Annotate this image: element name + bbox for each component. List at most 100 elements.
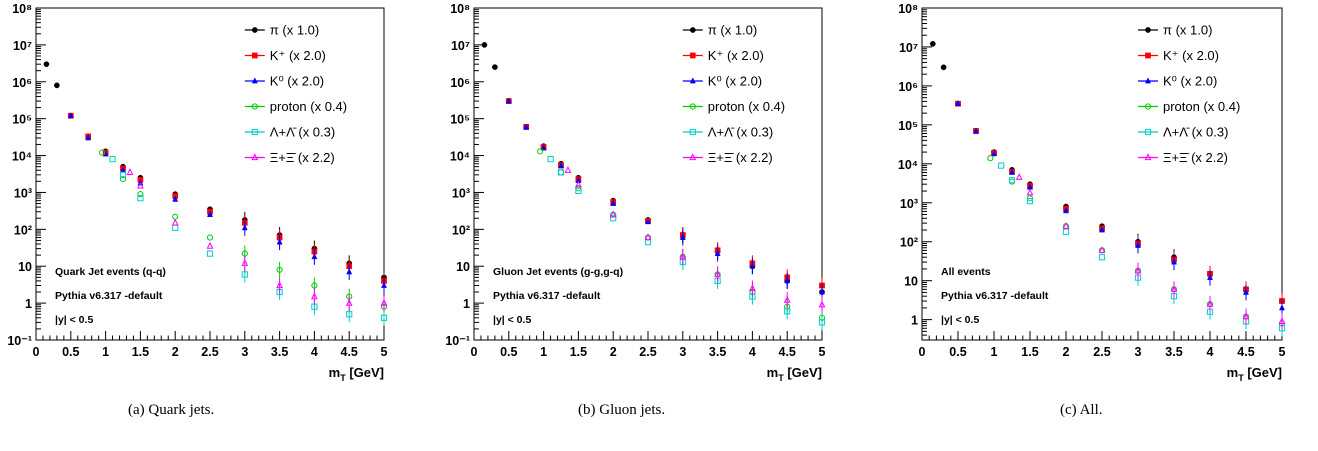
x-tick-label: 0 — [33, 345, 40, 359]
data-point — [380, 314, 388, 321]
data-point — [574, 180, 582, 188]
data-point — [241, 271, 248, 278]
data-point — [609, 210, 617, 218]
data-point — [714, 270, 722, 278]
legend-label: K⁰ (x 2.0) — [270, 74, 324, 89]
y-tick-label: 10⁴ — [898, 158, 918, 172]
data-point — [644, 233, 652, 241]
data-point — [1134, 241, 1142, 248]
series-k0 — [505, 97, 826, 301]
annotation-pythia-v6-317-default: Pythia v6.317 -default — [55, 290, 163, 302]
data-point — [537, 148, 544, 155]
x-tick-label: 4 — [311, 345, 318, 359]
legend-marker — [251, 77, 258, 84]
series-kplus — [955, 100, 1285, 310]
data-point — [1206, 273, 1214, 280]
data-point — [276, 266, 283, 273]
x-tick-label: 3.5 — [709, 345, 726, 359]
data-point — [1098, 254, 1106, 261]
x-tick-label: 3 — [679, 345, 686, 359]
data-point — [818, 288, 826, 295]
data-point — [1278, 317, 1286, 325]
data-point — [346, 311, 353, 318]
legend-label: K⁰ (x 2.0) — [1163, 74, 1217, 89]
chart-svg: 0 0.5 1 1.5 2 2.5 3 3.5 4 4.5 5 10⁻¹ 1 10 10² 10³ 10⁴ 10⁵… — [7, 2, 388, 383]
x-tick-label: 4.5 — [1237, 345, 1254, 359]
caption-gluon-jets: (b) Gluon jets. — [578, 402, 666, 418]
annotation-pythia-v6-317-default: Pythia v6.317 -default — [493, 290, 601, 302]
data-point — [1170, 258, 1178, 265]
data-point — [99, 149, 106, 156]
y-tick-label: 10⁶ — [898, 80, 918, 94]
legend-marker — [251, 128, 258, 136]
series-pi — [481, 42, 825, 301]
caption-quark-jets: (a) Quark jets. — [128, 402, 215, 418]
data-point — [311, 282, 318, 289]
legend-entry-xi: Ξ+Ξ̄ (x 2.2) — [244, 150, 335, 165]
data-point — [206, 250, 214, 257]
chart-svg: 0 0.5 1 1.5 2 2.5 3 3.5 4 4.5 5 1 10 10² 10³ 10⁴ 10⁵ 10⁶ 1… — [898, 2, 1286, 383]
y-tick-label: 1 — [463, 297, 470, 311]
legend-label: K⁺ (x 2.0) — [270, 48, 326, 63]
data-point — [172, 213, 179, 220]
data-point — [481, 42, 488, 48]
data-point — [172, 224, 179, 231]
legend-label: proton (x 0.4) — [270, 99, 347, 114]
legend-entry-proton: proton (x 0.4) — [682, 99, 785, 114]
x-tick-label: 3 — [1135, 345, 1142, 359]
data-point — [119, 171, 127, 178]
data-point — [126, 168, 134, 175]
data-point — [380, 298, 388, 306]
data-point — [610, 199, 617, 206]
chart-panel-gluon: 0 0.5 1 1.5 2 2.5 3 3.5 4 4.5 5 10⁻¹ 1 10 10² 10³ 10⁴ 10⁵… — [438, 0, 838, 400]
legend-label: proton (x 0.4) — [708, 99, 785, 114]
series-xi — [564, 166, 826, 313]
data-point — [1062, 222, 1070, 229]
y-tick-label: 10³ — [14, 186, 32, 200]
x-tick-label: 1 — [540, 345, 547, 359]
data-point — [610, 215, 617, 222]
series-lambda — [998, 162, 1286, 337]
legend-marker — [1145, 27, 1151, 33]
data-point — [557, 162, 565, 169]
y-tick-label: 10 — [456, 260, 470, 274]
legend-marker — [689, 128, 696, 136]
x-tick-label: 1.5 — [132, 345, 149, 359]
legend-entry-kplus: K⁺ (x 2.0) — [682, 48, 764, 63]
legend-marker — [1145, 52, 1151, 59]
legend-entry-pi: π (x 1.0) — [244, 23, 319, 38]
y-tick-label: 10⁸ — [12, 2, 32, 16]
legend-marker — [251, 52, 258, 59]
data-point — [345, 298, 353, 306]
data-point — [206, 210, 214, 218]
data-point — [1062, 228, 1070, 235]
data-point — [109, 156, 116, 163]
data-point — [1062, 207, 1070, 214]
series-pi — [43, 61, 387, 286]
data-point — [136, 181, 144, 189]
data-point — [54, 82, 60, 89]
x-axis-label: mT [GeV] — [1227, 365, 1282, 383]
data-point — [1098, 226, 1106, 233]
annotation-gluon-jet-events-g-g-g-q: Gluon Jet events (g-g,g-q) — [493, 266, 623, 278]
legend-label: π (x 1.0) — [708, 23, 757, 38]
data-point — [784, 308, 791, 315]
y-tick-label: 10³ — [900, 197, 918, 211]
annotation-quark-jet-events-q-q: Quark Jet events (q-q) — [55, 266, 166, 278]
data-point — [1098, 246, 1106, 253]
data-point — [1206, 299, 1214, 307]
y-tick-label: 1 — [25, 297, 32, 311]
legend-label: Ξ+Ξ̄ (x 2.2) — [270, 150, 335, 165]
legend-entry-kplus: K⁺ (x 2.0) — [1138, 48, 1219, 63]
legend-marker — [689, 103, 696, 110]
data-point — [85, 134, 92, 141]
y-tick-label: 10⁸ — [898, 2, 918, 16]
y-tick-label: 10⁵ — [898, 119, 918, 133]
chart-svg: 0 0.5 1 1.5 2 2.5 3 3.5 4 4.5 5 10⁻¹ 1 10 10² 10³ 10⁴ 10⁵… — [445, 2, 826, 383]
data-point — [492, 64, 498, 70]
x-tick-label: 3.5 — [1165, 345, 1182, 359]
data-point — [172, 195, 179, 202]
data-point — [748, 284, 756, 292]
x-tick-label: 2 — [1063, 345, 1070, 359]
annotation-y-0-5: |y| < 0.5 — [493, 314, 531, 326]
